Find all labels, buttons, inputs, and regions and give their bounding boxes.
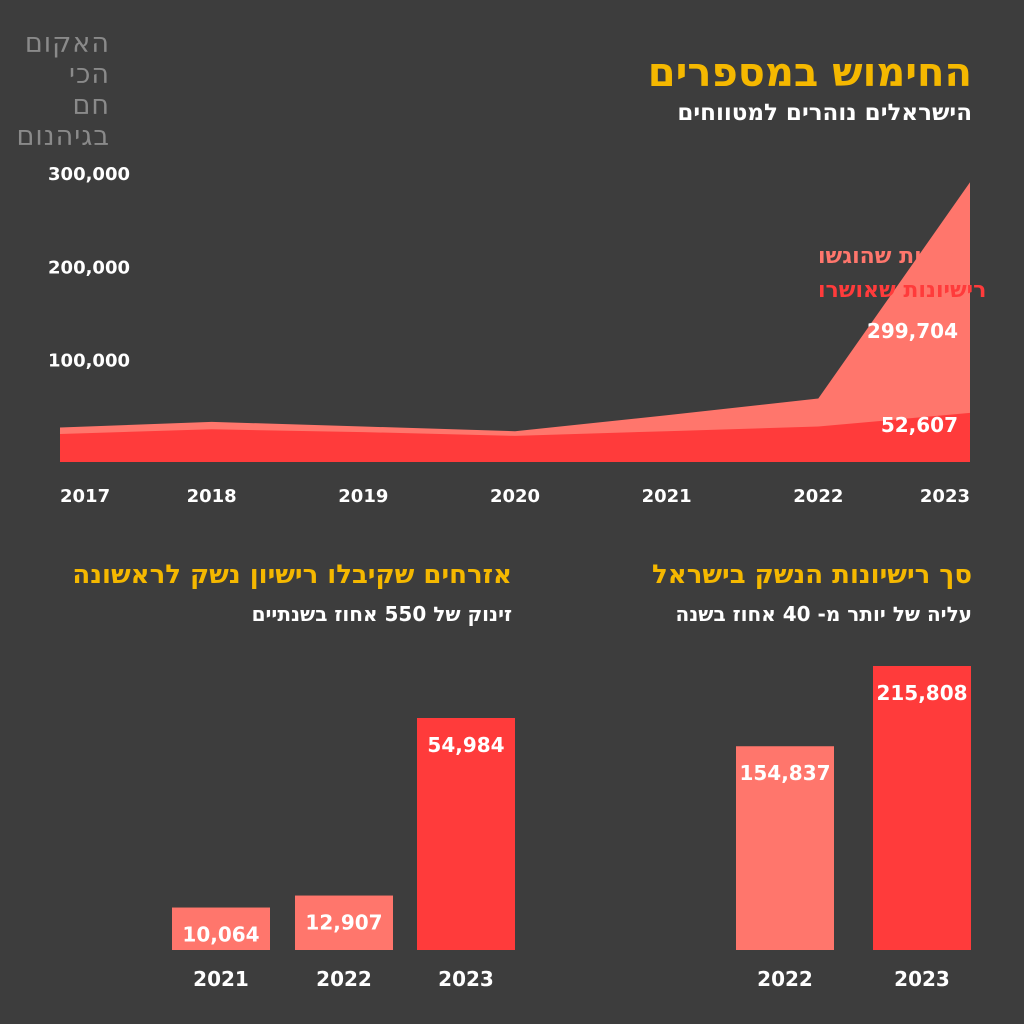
x-axis-ticks: 2017 2018 2019 2020 2021 2022 2023 bbox=[60, 486, 970, 507]
legend-requests: בקשות שהוגשו bbox=[818, 244, 968, 269]
first-license-bar-chart: 10,064 2021 12,907 2022 54,984 2023 bbox=[172, 718, 515, 991]
bar bbox=[295, 895, 393, 950]
right-section-subtitle: עליה של יותר מ- 40 אחוז בשנה bbox=[675, 602, 972, 626]
bar-value-label: 54,984 bbox=[427, 733, 504, 757]
page-title: החימוש במספרים bbox=[647, 50, 972, 96]
logo-line-2: הכי חם bbox=[69, 59, 110, 121]
x-tick-label: 2019 bbox=[338, 486, 388, 507]
x-tick-label: 2021 bbox=[642, 486, 692, 507]
right-section-title: סך רישיונות הנשק בישראל bbox=[652, 560, 972, 590]
bar-category-label: 2022 bbox=[316, 967, 372, 991]
page-subtitle: הישראלים נוהרים למטווחים bbox=[677, 100, 972, 126]
y-tick-label: 200,000 bbox=[48, 257, 130, 278]
bar bbox=[873, 666, 971, 950]
data-label-approved-2023: 52,607 bbox=[881, 413, 958, 437]
bar-value-label: 154,837 bbox=[739, 761, 830, 785]
y-tick-label: 100,000 bbox=[48, 351, 130, 372]
bar-value-label: 10,064 bbox=[182, 923, 259, 947]
bar-charts: 10,064 2021 12,907 2022 54,984 2023 154,837 20… bbox=[172, 666, 971, 991]
logo-line-3: בגיהנום bbox=[16, 121, 110, 152]
bar-category-label: 2023 bbox=[894, 967, 950, 991]
bar-category-label: 2022 bbox=[757, 967, 813, 991]
x-tick-label: 2022 bbox=[793, 486, 843, 507]
legend-approved: רישיונות שאושרו bbox=[818, 278, 986, 303]
x-tick-label: 2017 bbox=[60, 486, 110, 507]
left-section-subtitle: זינוק של 550 אחוז בשנתיים bbox=[251, 602, 512, 626]
area-requests bbox=[60, 182, 970, 463]
area-approved bbox=[60, 412, 970, 462]
x-tick-label: 2018 bbox=[187, 486, 237, 507]
bar-value-label: 215,808 bbox=[876, 681, 967, 705]
bar bbox=[736, 746, 834, 950]
left-section-title: אזרחים שקיבלו רישיון נשק לראשונה bbox=[72, 560, 512, 590]
bar bbox=[417, 718, 515, 950]
bar-category-label: 2021 bbox=[193, 967, 249, 991]
bar bbox=[172, 907, 270, 950]
logo: האקום הכי חם בגיהנום bbox=[16, 28, 110, 152]
x-tick-label: 2020 bbox=[490, 486, 540, 507]
x-tick-label: 2023 bbox=[920, 486, 970, 507]
bar-value-label: 12,907 bbox=[305, 911, 382, 935]
data-label-requests-2023: 299,704 bbox=[867, 319, 958, 343]
y-tick-label: 300,000 bbox=[48, 164, 130, 185]
y-axis-ticks: 100,000 200,000 300,000 bbox=[48, 164, 130, 372]
total-license-bar-chart: 154,837 2022 215,808 2023 bbox=[736, 666, 971, 991]
bar-category-label: 2023 bbox=[438, 967, 494, 991]
logo-line-1: האקום bbox=[24, 28, 110, 59]
